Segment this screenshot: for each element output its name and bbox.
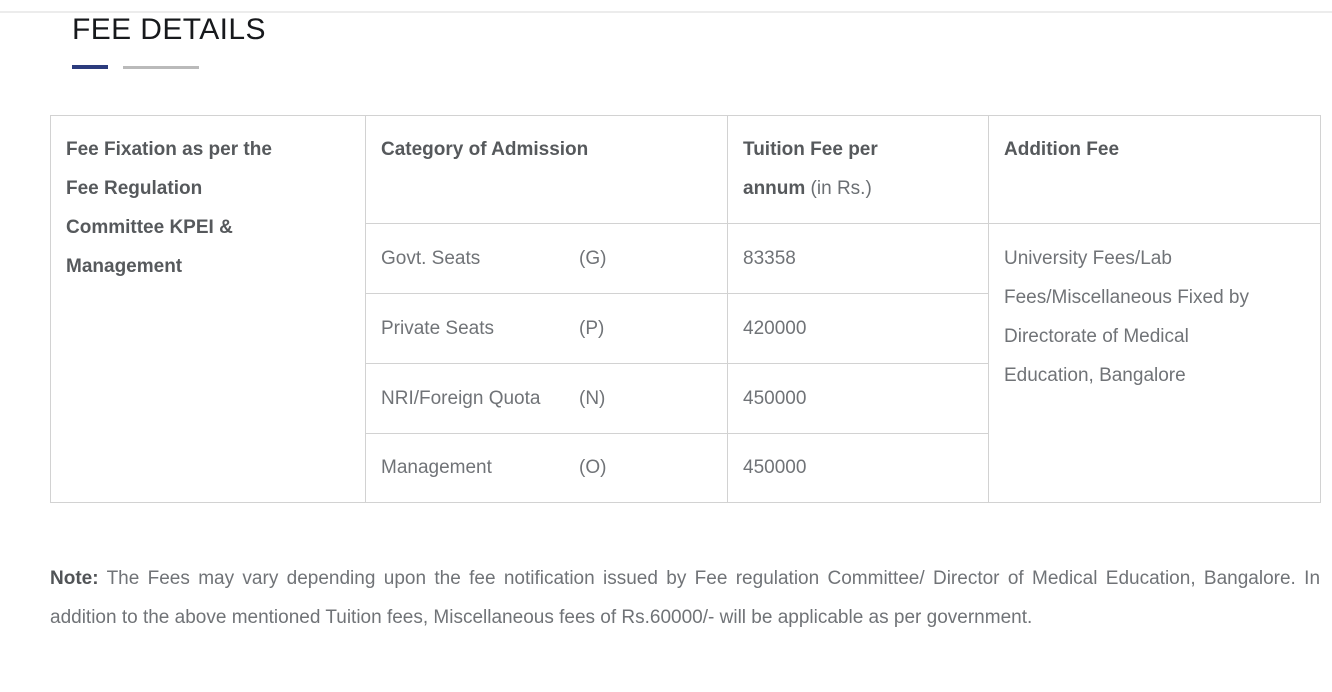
category-cell: Management (O) (365, 433, 728, 503)
title-underline (72, 65, 1320, 69)
tuition-header-unit: (in Rs.) (805, 178, 872, 199)
category-label: Management (381, 457, 492, 478)
category-label: NRI/Foreign Quota (381, 387, 541, 409)
fee-table: Fee Fixation as per the Fee Regulation C… (50, 115, 1321, 503)
title-accent-bar (72, 65, 108, 69)
title-muted-bar (123, 65, 199, 69)
addition-fee-text: University Fees/Lab Fees/Miscellaneous F… (1004, 248, 1249, 386)
category-label: Private Seats (381, 317, 494, 339)
category-code: (G) (579, 247, 607, 269)
tuition-fee-cell: 83358 (727, 223, 989, 294)
fee-fixation-row-header: Fee Fixation as per the Fee Regulation C… (50, 115, 366, 503)
category-code: (N) (579, 387, 606, 409)
table-row: Govt. Seats (G) 83358 University Fees/Lab… (51, 223, 1321, 503)
table-row: NRI/Foreign Quota (N) 450000 (51, 363, 1321, 434)
fee-fixation-label: Fee Fixation as per the Fee Regulation C… (66, 139, 272, 277)
fee-details-section: FEE DETAILS Fee Fixation as per the Fee … (50, 13, 1321, 637)
category-cell: Govt. Seats (G) (365, 223, 728, 294)
table-header-row: Fee Fixation as per the Fee Regulation C… (50, 115, 1321, 503)
tuition-fee-cell: 450000 (727, 433, 989, 503)
category-cell: Private Seats (P) (365, 293, 728, 364)
category-label: Govt. Seats (381, 247, 481, 269)
tuition-fee-cell: 450000 (727, 363, 989, 434)
note-label: Note: (50, 568, 99, 589)
fee-note: Note: The Fees may vary depending upon t… (50, 559, 1320, 637)
category-code: (O) (579, 457, 607, 478)
note-text: The Fees may vary depending upon the fee… (50, 568, 1321, 628)
top-divider (0, 11, 1332, 13)
tuition-fee-cell: 420000 (727, 293, 989, 364)
table-row: Management (O) 450000 (51, 433, 1321, 503)
category-code: (P) (579, 317, 605, 339)
category-cell: NRI/Foreign Quota (N) (365, 363, 728, 434)
column-header-addition: Addition Fee (988, 115, 1321, 224)
page-title: FEE DETAILS (72, 13, 266, 46)
addition-fee-cell: University Fees/Lab Fees/Miscellaneous F… (988, 223, 1321, 503)
column-header-tuition: Tuition Fee per annum (in Rs.) (727, 115, 989, 224)
tuition-header-bold: Tuition Fee per annum (743, 139, 878, 199)
column-header-category: Category of Admission (365, 115, 728, 224)
